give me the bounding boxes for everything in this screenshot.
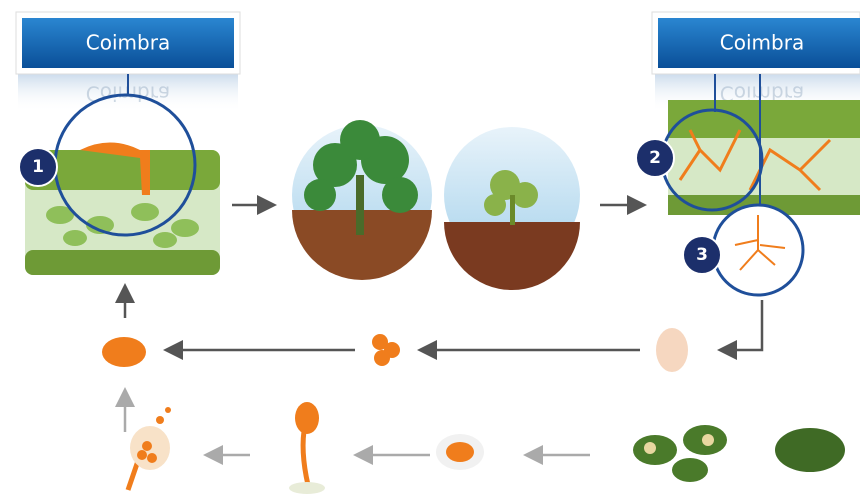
infected-debris [633,425,845,482]
svg-text:3: 3 [696,245,708,265]
svg-text:1: 1 [32,157,44,177]
zoospore [102,337,146,367]
callout-right: Coimbra Coimbra [651,11,860,112]
arrow [717,300,764,360]
svg-text:2: 2 [649,148,661,168]
sporangium-cluster [372,334,400,366]
svg-text:Coimbra: Coimbra [720,31,804,55]
leaf-section-left: 1 [18,74,220,275]
leaf-section-right: 2 3 [635,74,860,297]
infected-plant [292,120,432,280]
svg-text:Coimbra: Coimbra [86,31,170,55]
callout-left: Coimbra Coimbra [15,11,241,112]
sporangium-release [125,407,171,491]
oospore [656,328,688,372]
wilted-seedling [444,127,580,290]
sporangiophore [289,402,325,494]
germinating-spore [436,434,484,470]
